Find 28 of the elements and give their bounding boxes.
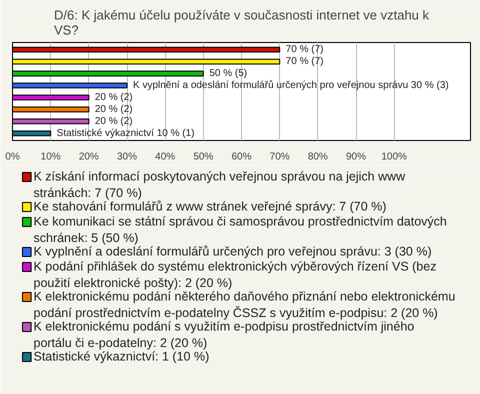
data-label: 50 % (5) xyxy=(209,68,248,80)
data-label: 20 % (2) xyxy=(94,104,133,115)
legend-label: K podání přihlášek do systému elektronických výběrových řízení VS (bez použití elektronické pošty): 2 (20 %) xyxy=(33,260,436,290)
legend-label: Ke komunikaci se státní správou či samosprávou prostřednictvím datových schránek: 5 (50 %) xyxy=(33,214,447,246)
legend-label: K elektronickému podání některého daňového přiznání nebo elektronickému podání prostřednictvím e-podatelny ČSSZ s využitím e-podpisu: 2 (20 %) xyxy=(33,290,456,320)
x-tick-label: 30% xyxy=(116,152,138,162)
x-tick-label: 0% xyxy=(5,152,20,162)
data-label: K vyplnění a odeslání formulářů určených pro veřejnou správu 30 % (3) xyxy=(133,79,449,92)
legend-label: Statistické výkaznictví: 1 (10 %) xyxy=(33,350,210,364)
x-tick-label: 80% xyxy=(308,152,328,162)
x-tick-label: 40% xyxy=(155,152,176,162)
x-tick-label: 100% xyxy=(381,152,408,162)
legend-label: K elektronickému podání s využitím e-podpisu prostřednictvím jiného portálu či e-podatelny: 2 (20 %) xyxy=(33,320,414,350)
legend-label: K vyplnění a odeslání formulářů určených pro veřejnou správu: 3 (30 %) xyxy=(33,244,432,258)
x-tick-label: 20% xyxy=(78,152,99,162)
chart-title: D/6: K jakému účelu používáte v současnosti internet ve vztahu k VS? xyxy=(54,8,430,38)
data-label: 70 % (7) xyxy=(286,44,324,56)
x-tick-label: 90% xyxy=(346,152,366,162)
legend-label: Ke stahování formulářů z www stránek veřejné správy: 7 (70 %) xyxy=(33,200,386,214)
data-label: 70 % (7) xyxy=(286,56,324,68)
x-tick-label: 70% xyxy=(270,152,290,162)
data-label: 20 % (2) xyxy=(94,92,133,103)
legend-label: K získání informací poskytovaných veřejnou správou na jejich www stránkách: 7 (70 %) xyxy=(33,170,406,200)
x-tick-label: 60% xyxy=(231,152,252,162)
x-tick-label: 50% xyxy=(193,152,214,162)
data-label: 20 % (2) xyxy=(94,116,133,127)
x-tick-label: 10% xyxy=(40,152,61,162)
data-label: Statistické výkaznictví 10 % (1) xyxy=(56,128,194,139)
